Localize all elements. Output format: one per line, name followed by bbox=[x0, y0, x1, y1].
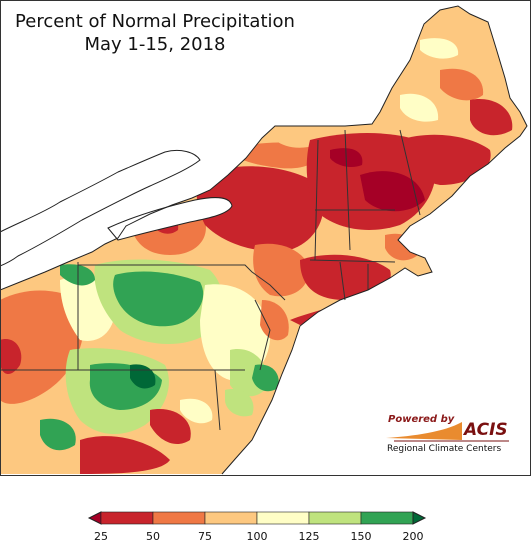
map-canvas bbox=[0, 0, 531, 476]
legend-tick-label: 150 bbox=[350, 530, 372, 543]
precip-field bbox=[0, 6, 527, 474]
legend-tick-label: 200 bbox=[402, 530, 424, 543]
legend-swatch-125-150 bbox=[308, 511, 362, 525]
legend-tick-label: 25 bbox=[94, 530, 108, 543]
legend-above-arrow bbox=[412, 511, 427, 525]
acis-name: ACIS bbox=[464, 420, 508, 440]
map-title: Percent of Normal Precipitation May 1-15… bbox=[0, 10, 310, 56]
legend-swatch-50-75 bbox=[152, 511, 206, 525]
color-legend: 25 50 75 100 125 150 200 bbox=[0, 508, 531, 544]
legend-swatch-100-125 bbox=[256, 511, 310, 525]
legend-bar bbox=[87, 511, 427, 525]
acis-swoosh-icon bbox=[386, 422, 509, 442]
title-line-1: Percent of Normal Precipitation bbox=[15, 11, 295, 32]
acis-logo: Powered by ACIS Regional Climate Centers bbox=[384, 414, 512, 456]
legend-tick-label: 50 bbox=[146, 530, 160, 543]
precipitation-map bbox=[0, 0, 531, 476]
legend-tick-label: 100 bbox=[246, 530, 268, 543]
lake-ontario bbox=[107, 197, 233, 241]
legend-tick-label: 125 bbox=[298, 530, 320, 543]
title-line-2: May 1-15, 2018 bbox=[84, 34, 226, 55]
legend-swatch-75-100 bbox=[204, 511, 258, 525]
legend-below-arrow bbox=[87, 511, 102, 525]
powered-by-label: Powered by bbox=[388, 414, 455, 425]
lake-erie bbox=[0, 149, 201, 267]
legend-swatch-150-200 bbox=[360, 511, 414, 525]
state-borders bbox=[0, 129, 421, 474]
legend-swatch-25-50 bbox=[100, 511, 154, 525]
coastline bbox=[0, 5, 528, 475]
acis-subtitle: Regional Climate Centers bbox=[387, 444, 502, 454]
legend-tick-label: 75 bbox=[198, 530, 212, 543]
